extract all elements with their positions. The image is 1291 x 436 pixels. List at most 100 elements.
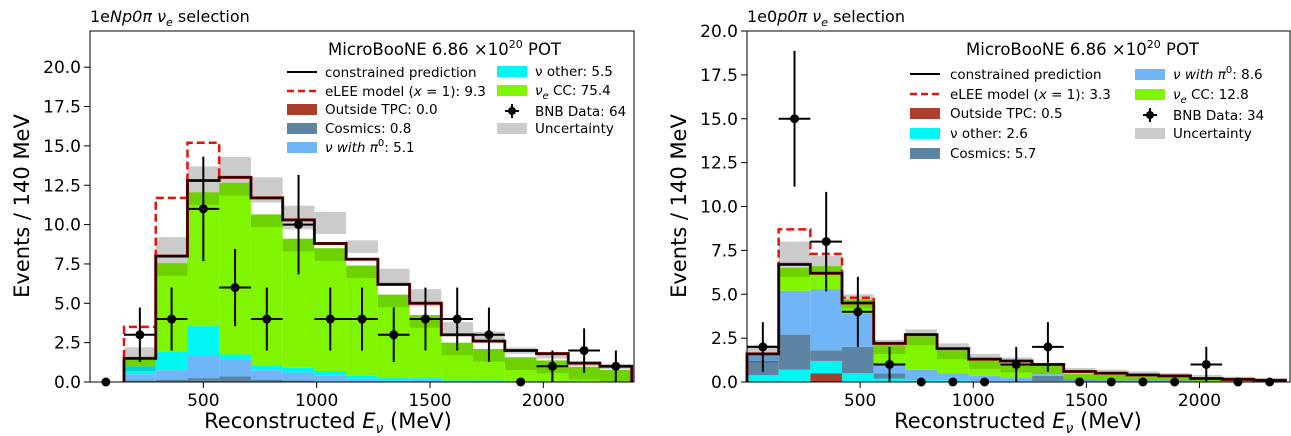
y-tick-label: 10.0	[43, 216, 81, 236]
data-point	[1011, 359, 1021, 369]
stack-bar	[155, 370, 188, 380]
data-point	[452, 314, 462, 324]
data-point	[389, 330, 399, 340]
data-point	[579, 346, 589, 356]
stack-bar	[346, 378, 378, 382]
legend-outside-swatch	[287, 104, 317, 115]
y-tick-label: 5.0	[711, 285, 738, 305]
y-tick-label: 2.5	[54, 334, 81, 354]
legend-outside-label: Outside TPC: 0.5	[950, 106, 1063, 122]
stack-top-shade	[968, 360, 1001, 369]
legend-cc-label: νe CC: 12.8	[1173, 87, 1249, 106]
panel-left-pot-annotation: MicroBooNE 6.86 ×1020 POT	[328, 38, 562, 59]
stack-bar	[810, 360, 843, 374]
legend-outside-swatch	[910, 108, 940, 119]
data-point	[1043, 342, 1053, 352]
legend-unc-swatch	[497, 123, 527, 134]
stack-bar	[905, 369, 938, 381]
data-point	[853, 307, 863, 317]
stack-bar	[250, 365, 283, 371]
data-point	[135, 330, 145, 340]
stack-top-shade	[504, 357, 537, 370]
stack-bar	[282, 372, 315, 381]
legend-pi0-swatch	[287, 142, 317, 153]
stack-bar	[568, 366, 600, 382]
stack-bar	[810, 373, 843, 382]
legend-data-marker	[1146, 111, 1154, 119]
panel-left-xlabel: Reconstructed Eν (MeV)	[204, 409, 452, 436]
uncertainty-band	[968, 353, 1001, 361]
x-tick-label: 2000	[522, 391, 565, 411]
x-tick-label: 1000	[952, 391, 995, 411]
y-tick-label: 15.0	[43, 137, 81, 157]
legend-data-label: BNB Data: 64	[535, 104, 626, 120]
stack-top-shade	[937, 350, 969, 360]
stack-bar	[377, 380, 410, 382]
legend-unc-label: Uncertainty	[535, 121, 614, 137]
stack-bar	[219, 354, 251, 360]
legend-cosmics-swatch	[910, 148, 940, 159]
legend-cc-label: νe CC: 75.4	[535, 83, 611, 102]
stack-bar	[1032, 375, 1064, 382]
legend-other-label: ν other: 2.6	[950, 126, 1028, 142]
uncertainty-band	[377, 268, 410, 286]
uncertainty-band	[314, 212, 347, 235]
stack-top-shade	[124, 358, 156, 371]
stack-bar	[778, 334, 811, 370]
stack-bar	[155, 379, 188, 382]
panel-right-title: 1e0p0π νe selection	[747, 7, 905, 29]
y-tick-label: 17.5	[700, 66, 738, 86]
legend-pi0-label: ν with π0: 8.6	[1173, 65, 1263, 83]
panel-left-frame	[89, 30, 635, 383]
x-tick-label: 2000	[1178, 391, 1221, 411]
legend-outside-label: Outside TPC: 0.0	[325, 102, 438, 118]
stack-bar	[778, 369, 811, 382]
data-point	[167, 314, 177, 324]
panel-right-axes: 500 1000 1500 2000 0.0 2.5 5.0 7.5 10.0 12.5 15.0 1…	[700, 22, 1221, 411]
y-tick-label: 7.5	[711, 241, 738, 261]
data-point	[325, 314, 335, 324]
stack-bar	[187, 378, 220, 382]
y-tick-label: 12.5	[700, 154, 738, 174]
data-point	[1201, 359, 1211, 369]
legend-data-label: BNB Data: 34	[1173, 108, 1264, 124]
x-tick-label: 1500	[408, 391, 451, 411]
y-tick-label: 20.0	[700, 22, 738, 42]
stack-bar	[219, 359, 251, 377]
data-point	[198, 204, 208, 214]
y-tick-label: 0.0	[711, 373, 738, 393]
legend-elee-label: eLEE model (x = 1): 3.3	[950, 87, 1111, 103]
y-tick-label: 5.0	[54, 294, 81, 314]
legend-pi0-label: ν with π0: 5.1	[325, 138, 415, 156]
y-tick-label: 0.0	[54, 373, 81, 393]
legend-other-swatch	[497, 66, 527, 77]
legend-constrained-label: constrained prediction	[325, 65, 477, 81]
stack-bar	[124, 380, 156, 382]
stack-bar	[346, 375, 378, 379]
panel-left-plot-area	[101, 141, 634, 387]
stack-bar	[568, 381, 600, 382]
stack-top-shade	[219, 182, 251, 196]
stack-bar	[842, 346, 874, 374]
x-tick-label: 500	[844, 391, 876, 411]
panel-right-plot-area	[745, 50, 1287, 387]
legend-cosmics-label: Cosmics: 0.8	[325, 121, 411, 137]
panel-left-legend: constrained prediction eLEE model (x = 1…	[287, 64, 626, 156]
stack-bar	[219, 376, 251, 382]
stack-bar	[409, 378, 442, 380]
stack-top-shade	[346, 265, 378, 279]
legend-cc-swatch	[1135, 89, 1165, 100]
y-tick-label: 12.5	[43, 176, 81, 196]
legend-other-swatch	[910, 128, 940, 139]
legend-pi0-swatch	[1135, 69, 1165, 80]
stack-bar	[441, 380, 474, 382]
stack-bar	[1063, 374, 1096, 380]
stack-top-shade	[377, 294, 410, 308]
x-tick-label: 500	[187, 391, 219, 411]
data-point	[230, 283, 240, 293]
stack-bar	[937, 373, 969, 381]
data-point	[357, 314, 367, 324]
uncertainty-band	[937, 343, 969, 351]
legend-unc-label: Uncertainty	[1173, 126, 1252, 142]
